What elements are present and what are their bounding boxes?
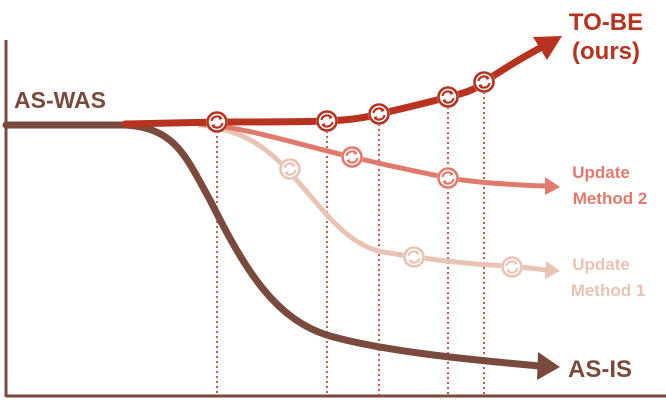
refresh-cycle-icon xyxy=(206,111,228,133)
as-is-curve xyxy=(2,121,544,370)
to-be-label-line1: TO-BE xyxy=(569,9,643,36)
refresh-cycle-icon xyxy=(437,167,459,189)
refresh-cycle-icon xyxy=(437,86,459,108)
update-markers xyxy=(206,71,523,278)
update-method-1-label-line2: Method 1 xyxy=(571,281,646,300)
as-is-series xyxy=(2,121,560,380)
refresh-cycle-icon xyxy=(473,71,495,93)
refresh-cycle-icon xyxy=(341,146,363,168)
as-was-label: AS-WAS xyxy=(14,87,106,113)
as-is-label: AS-IS xyxy=(568,356,632,383)
update-method-2-label-line1: Update xyxy=(572,163,630,182)
update-method-1-label-line1: Update xyxy=(572,255,630,274)
to-be-series xyxy=(121,36,562,128)
update-method-1-curve xyxy=(197,122,549,273)
update-method-1-series xyxy=(197,122,560,279)
update-method-2-series xyxy=(197,121,560,195)
arrowhead-icon xyxy=(537,352,560,380)
arrowhead-icon xyxy=(533,36,562,60)
update-method-2-label-line2: Method 2 xyxy=(573,189,648,208)
refresh-cycle-icon xyxy=(316,110,338,132)
labels: AS-WAS TO-BE (ours) Update Method 2 Upda… xyxy=(14,9,647,383)
refresh-cycle-icon xyxy=(279,158,301,180)
arrowhead-icon xyxy=(545,261,560,279)
refresh-cycle-icon xyxy=(501,256,523,278)
axes xyxy=(4,40,666,398)
refresh-cycle-icon xyxy=(403,246,425,268)
update-method-2-curve xyxy=(197,121,549,189)
refresh-cycle-icon xyxy=(368,103,390,125)
to-be-label-line2: (ours) xyxy=(572,38,640,65)
arrowhead-icon xyxy=(545,177,560,195)
